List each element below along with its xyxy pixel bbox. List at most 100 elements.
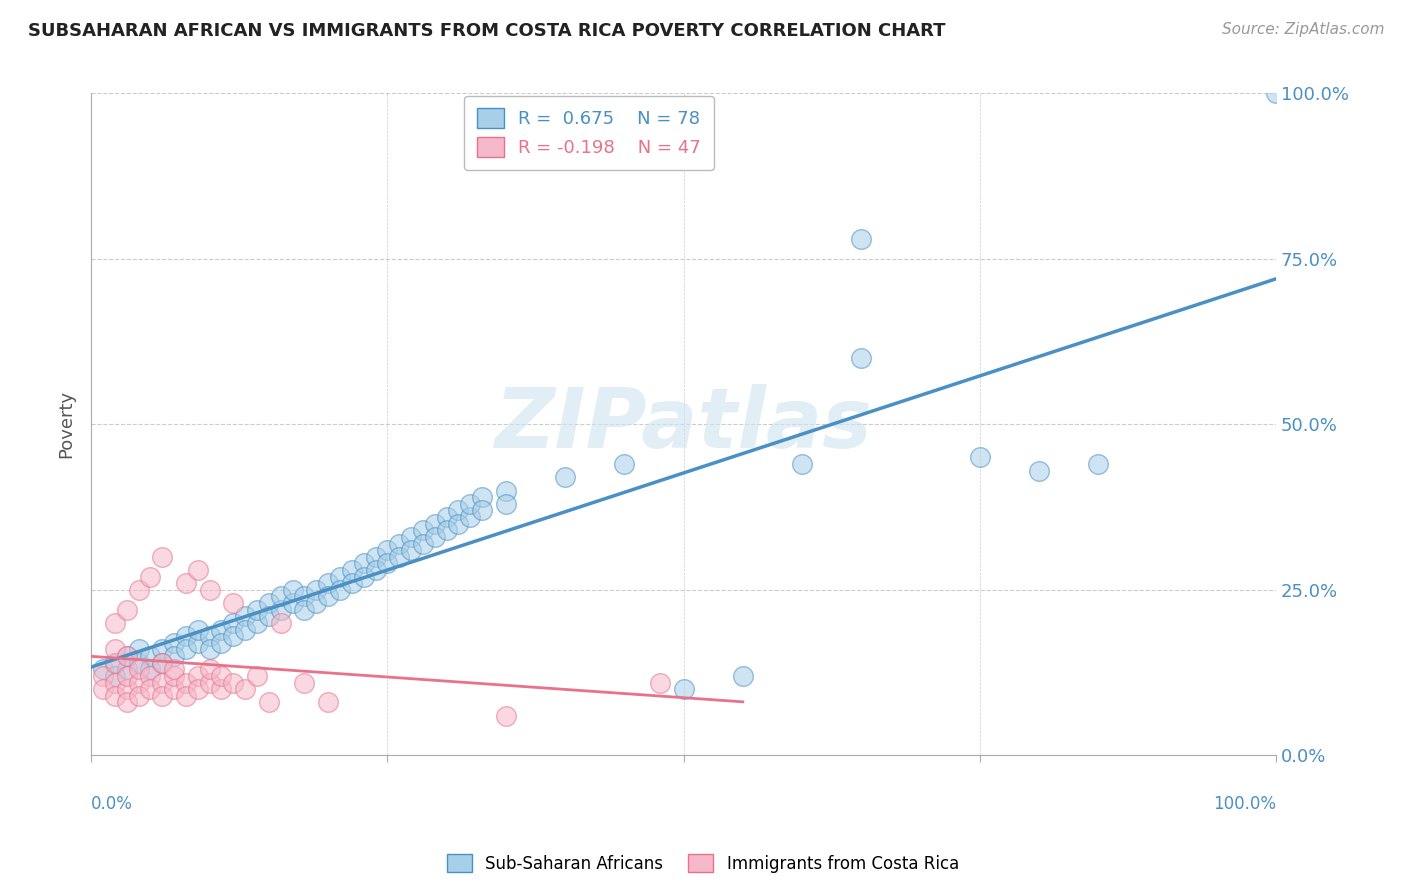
Point <box>246 603 269 617</box>
Point <box>270 603 292 617</box>
Point <box>270 615 292 630</box>
Point <box>115 695 138 709</box>
Y-axis label: Poverty: Poverty <box>58 391 75 458</box>
Point <box>104 675 127 690</box>
Point <box>554 470 576 484</box>
Point <box>104 656 127 670</box>
Point <box>364 563 387 577</box>
Point <box>115 648 138 663</box>
Point <box>672 682 695 697</box>
Point <box>353 557 375 571</box>
Point <box>104 615 127 630</box>
Text: SUBSAHARAN AFRICAN VS IMMIGRANTS FROM COSTA RICA POVERTY CORRELATION CHART: SUBSAHARAN AFRICAN VS IMMIGRANTS FROM CO… <box>28 22 946 40</box>
Point <box>399 530 422 544</box>
Point <box>150 642 173 657</box>
Point <box>139 662 162 676</box>
Point <box>377 557 399 571</box>
Point <box>270 590 292 604</box>
Point <box>128 689 150 703</box>
Point <box>163 636 186 650</box>
Point <box>139 682 162 697</box>
Point <box>458 510 481 524</box>
Point <box>233 623 256 637</box>
Point <box>613 457 636 471</box>
Point <box>305 596 328 610</box>
Point <box>257 695 280 709</box>
Point <box>128 642 150 657</box>
Point <box>340 563 363 577</box>
Point <box>187 623 209 637</box>
Point <box>163 669 186 683</box>
Legend: R =  0.675    N = 78, R = -0.198    N = 47: R = 0.675 N = 78, R = -0.198 N = 47 <box>464 95 714 169</box>
Point <box>174 576 197 591</box>
Point <box>128 656 150 670</box>
Point <box>115 648 138 663</box>
Point <box>233 609 256 624</box>
Point <box>471 490 494 504</box>
Point <box>222 675 245 690</box>
Point <box>211 636 233 650</box>
Point <box>198 662 221 676</box>
Point <box>198 642 221 657</box>
Point <box>174 675 197 690</box>
Point <box>211 623 233 637</box>
Point <box>340 576 363 591</box>
Point <box>471 503 494 517</box>
Point <box>198 582 221 597</box>
Point <box>174 689 197 703</box>
Point <box>388 536 411 550</box>
Point <box>91 682 114 697</box>
Point <box>198 675 221 690</box>
Point <box>150 689 173 703</box>
Point <box>150 549 173 564</box>
Point <box>648 675 671 690</box>
Point <box>187 563 209 577</box>
Point <box>412 523 434 537</box>
Point <box>150 656 173 670</box>
Point <box>163 648 186 663</box>
Point <box>104 642 127 657</box>
Point <box>495 708 517 723</box>
Point <box>128 675 150 690</box>
Point <box>436 510 458 524</box>
Point <box>187 669 209 683</box>
Point <box>104 689 127 703</box>
Point <box>436 523 458 537</box>
Point <box>104 669 127 683</box>
Point <box>163 662 186 676</box>
Point <box>495 497 517 511</box>
Legend: Sub-Saharan Africans, Immigrants from Costa Rica: Sub-Saharan Africans, Immigrants from Co… <box>440 847 966 880</box>
Point <box>399 543 422 558</box>
Point <box>388 549 411 564</box>
Point <box>222 629 245 643</box>
Point <box>790 457 813 471</box>
Point <box>447 503 470 517</box>
Point <box>233 682 256 697</box>
Point <box>115 662 138 676</box>
Point <box>329 569 352 583</box>
Point <box>316 590 339 604</box>
Text: Source: ZipAtlas.com: Source: ZipAtlas.com <box>1222 22 1385 37</box>
Point <box>447 516 470 531</box>
Point <box>211 682 233 697</box>
Point <box>104 656 127 670</box>
Point <box>246 615 269 630</box>
Point <box>377 543 399 558</box>
Point <box>246 669 269 683</box>
Point <box>222 615 245 630</box>
Point <box>187 636 209 650</box>
Point <box>163 682 186 697</box>
Point <box>139 669 162 683</box>
Point <box>731 669 754 683</box>
Text: ZIPatlas: ZIPatlas <box>495 384 873 465</box>
Point <box>139 648 162 663</box>
Point <box>1087 457 1109 471</box>
Point <box>294 603 316 617</box>
Point <box>174 642 197 657</box>
Point <box>851 351 873 366</box>
Point <box>423 516 446 531</box>
Point <box>150 656 173 670</box>
Point <box>174 629 197 643</box>
Point <box>1265 87 1288 101</box>
Point <box>305 582 328 597</box>
